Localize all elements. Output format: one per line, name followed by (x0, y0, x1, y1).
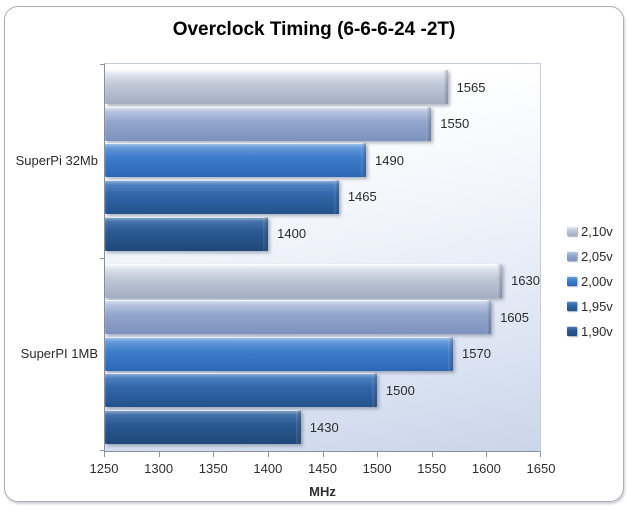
x-axis-title: MHz (309, 484, 336, 499)
bar-row: 1605 (105, 300, 540, 335)
bar-row: 1400 (105, 216, 540, 251)
bar-group: SuperPi 32Mb 1565 1550 1490 1465 1400 (16, 64, 540, 258)
bar-value-label: 1500 (385, 382, 415, 398)
x-axis-tick (322, 452, 324, 457)
x-axis-tick-label: 1500 (362, 461, 392, 476)
bar-value-label: 1430 (309, 419, 339, 435)
y-axis-tick (100, 64, 105, 65)
bar-value-label: 1630 (511, 273, 540, 288)
x-axis: MHz 1250 1300 1350 1400 1450 1500 1550 1600 1650 (90, 452, 555, 502)
category-label: SuperPi 32Mb (15, 152, 98, 168)
bar-value-label: 1605 (500, 309, 529, 325)
legend-swatch-icon (567, 326, 577, 336)
bar-row: 1550 (105, 106, 540, 141)
y-axis-tick (100, 450, 105, 451)
bar-value-label: 1400 (277, 226, 307, 241)
bar (105, 179, 339, 214)
bar-row: 1570 (105, 336, 540, 371)
legend-label: 1,95v (581, 298, 613, 314)
x-axis-tick (104, 452, 105, 457)
legend-label: 2,05v (581, 248, 613, 264)
x-axis-tick-label: 1400 (253, 461, 283, 476)
x-axis-tick-label: 1650 (526, 461, 556, 476)
bar (105, 263, 503, 298)
x-axis-tick (377, 452, 379, 457)
legend-swatch-icon (567, 226, 577, 236)
category-label: SuperPI 1MB (20, 346, 98, 362)
bar-row: 1500 (105, 373, 540, 408)
bar-row: 1430 (105, 410, 540, 444)
bar (105, 106, 432, 141)
chart-title: Overclock Timing (6-6-6-24 -2T) (172, 19, 456, 40)
x-axis-tick-label: 1300 (144, 461, 174, 476)
bar (105, 70, 448, 104)
bar (105, 410, 301, 444)
legend-swatch-icon (567, 251, 577, 261)
legend-label: 1,90v (581, 323, 613, 339)
bar-value-label: 1490 (375, 152, 404, 168)
bar-value-label: 1550 (440, 116, 470, 132)
bar (105, 336, 453, 371)
legend-label: 2,00v (581, 273, 613, 289)
bar (105, 373, 377, 408)
bar-value-label: 1570 (462, 346, 491, 362)
x-axis-tick (486, 452, 488, 457)
y-axis-tick (100, 257, 105, 259)
plot-area: SuperPi 32Mb 1565 1550 1490 1465 1400 SuperPI … (16, 63, 541, 452)
bar-group: SuperPI 1MB 1630 1605 1570 1500 1430 (21, 258, 540, 452)
x-axis-tick-label: 1550 (417, 461, 447, 476)
x-axis-tick-label: 1600 (471, 461, 501, 476)
x-axis-tick-label: 1250 (89, 461, 119, 476)
legend-swatch-icon (567, 301, 577, 311)
bar (105, 143, 366, 178)
bar-value-label: 1565 (456, 79, 486, 95)
bar (105, 300, 492, 335)
chart-frame: Overclock Timing (6-6-6-24 -2T) SuperPi … (4, 6, 624, 502)
legend-item: 2,05v (567, 248, 613, 264)
bar-row: 1630 (105, 263, 540, 298)
legend-item: 2,10v (567, 223, 613, 239)
x-axis-tick-label: 1450 (308, 461, 337, 476)
bar-row: 1490 (105, 143, 540, 178)
x-axis-tick (267, 452, 269, 457)
legend-item: 1,90v (567, 323, 613, 339)
x-axis-tick (540, 452, 541, 457)
bar (105, 216, 269, 251)
bar-value-label: 1465 (347, 189, 377, 205)
bar-row: 1565 (105, 70, 540, 104)
x-axis-tick (213, 452, 215, 457)
legend: 2,10v 2,05v 2,00v 1,95v 1,90v (567, 223, 613, 339)
x-axis-tick-label: 1350 (198, 461, 228, 476)
legend-item: 1,95v (567, 298, 613, 314)
bar-row: 1465 (105, 179, 540, 214)
x-axis-tick (158, 452, 160, 457)
legend-swatch-icon (567, 276, 577, 286)
legend-item: 2,00v (567, 273, 613, 289)
x-axis-tick (431, 452, 433, 457)
legend-label: 2,10v (581, 223, 613, 239)
